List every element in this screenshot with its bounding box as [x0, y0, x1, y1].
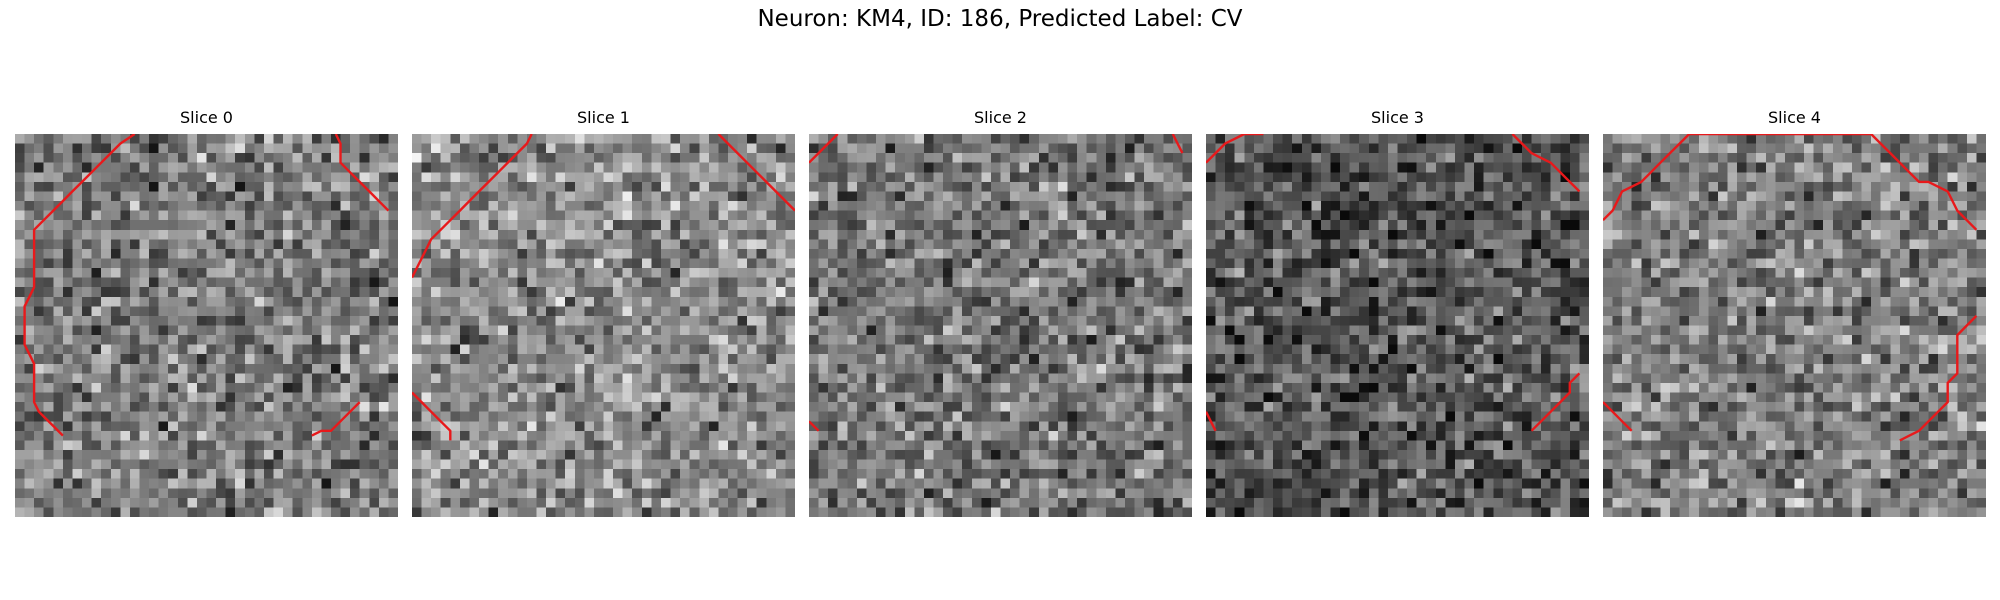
slice-title: Slice 4 [1768, 108, 1821, 127]
slice-image [1206, 134, 1589, 517]
slice-title: Slice 3 [1371, 108, 1424, 127]
contour-line-1 [1171, 134, 1184, 154]
figure-title: Neuron: KM4, ID: 186, Predicted Label: C… [757, 6, 1243, 32]
slice-image [15, 134, 398, 517]
contour-line-2 [1530, 372, 1581, 432]
slice-title: Slice 0 [180, 108, 233, 127]
contour-line-1 [334, 134, 390, 212]
contour-line-0 [809, 134, 839, 164]
contour-line-3 [1206, 411, 1217, 432]
slice-title: Slice 1 [577, 108, 630, 127]
contour-line-3 [1603, 401, 1633, 432]
contour-line-2 [809, 420, 820, 432]
contour-line-2 [311, 401, 361, 437]
contour-line-2 [1899, 315, 1978, 442]
contour-line-2 [412, 391, 452, 441]
slice-title: Slice 2 [974, 108, 1027, 127]
contour-line-0 [412, 134, 533, 279]
slice-image [809, 134, 1192, 517]
contour-line-0 [23, 134, 136, 437]
slice-image [1603, 134, 1986, 517]
contour-line-0 [1689, 134, 1978, 231]
contour-line-0 [1206, 134, 1264, 164]
slice-image [412, 134, 795, 517]
contour-line-1 [717, 134, 795, 212]
contour-line-1 [1603, 134, 1691, 222]
contour-line-1 [1511, 134, 1581, 193]
